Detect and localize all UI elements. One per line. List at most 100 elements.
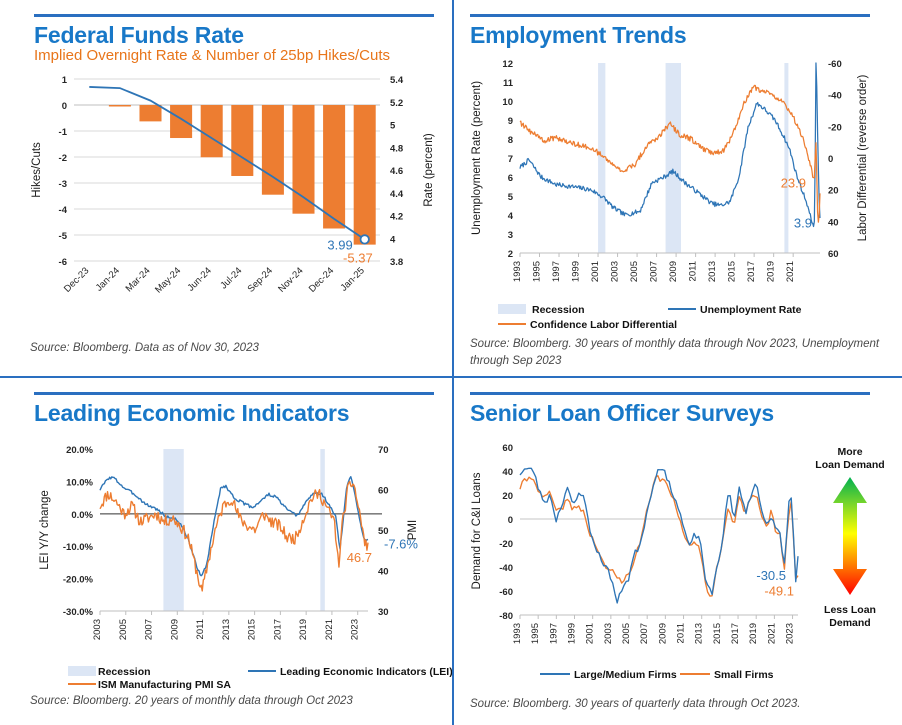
svg-text:-1: -1 [59, 127, 68, 138]
svg-text:60: 60 [502, 443, 513, 454]
svg-text:Recession: Recession [98, 666, 151, 678]
svg-text:Sep-24: Sep-24 [246, 265, 275, 294]
svg-text:Demand: Demand [829, 617, 870, 629]
svg-text:Leading Economic Indicators (L: Leading Economic Indicators (LEI) [280, 666, 453, 678]
svg-text:2013: 2013 [221, 619, 232, 640]
svg-text:20: 20 [828, 186, 839, 197]
svg-text:20: 20 [502, 491, 513, 502]
svg-text:Labor Differential (reverse or: Labor Differential (reverse order) [857, 75, 869, 242]
panel-rule [470, 14, 870, 17]
svg-text:30: 30 [378, 607, 389, 618]
source-note: Source: Bloomberg. 30 years of monthly d… [470, 338, 880, 367]
page-title: Federal Funds Rate [34, 22, 244, 48]
svg-text:60: 60 [828, 249, 839, 260]
svg-text:2015: 2015 [727, 261, 738, 282]
svg-text:2019: 2019 [298, 619, 309, 640]
svg-text:Hikes/Cuts: Hikes/Cuts [31, 142, 43, 198]
svg-text:PMI: PMI [407, 520, 419, 540]
svg-text:4.6: 4.6 [390, 166, 403, 177]
svg-text:2017: 2017 [730, 623, 741, 644]
svg-text:10: 10 [502, 97, 513, 108]
svg-text:4.2: 4.2 [390, 211, 403, 222]
chart-employment-trends: 12 11 10 9 8 7 6 5 4 3 2 -60 -40 -20 0 20 40 60 1993 1995 19… [468, 53, 888, 343]
svg-text:2021: 2021 [324, 619, 335, 640]
svg-text:Jan-24: Jan-24 [94, 265, 122, 293]
svg-text:9: 9 [508, 116, 513, 127]
svg-text:Nov-24: Nov-24 [276, 265, 305, 294]
svg-text:1995: 1995 [532, 261, 543, 282]
svg-text:2003: 2003 [610, 261, 621, 282]
svg-text:4.8: 4.8 [390, 143, 403, 154]
svg-text:2011: 2011 [688, 261, 699, 281]
svg-text:3: 3 [508, 230, 513, 241]
svg-text:3.8: 3.8 [390, 257, 403, 268]
svg-text:3.99: 3.99 [327, 237, 352, 252]
panel-rule [470, 392, 870, 395]
svg-text:7: 7 [508, 154, 513, 165]
svg-text:2005: 2005 [118, 619, 129, 640]
svg-text:-3: -3 [59, 179, 67, 190]
svg-text:2019: 2019 [766, 261, 777, 282]
page-title: Leading Economic Indicators [34, 400, 350, 426]
svg-text:2009: 2009 [668, 261, 679, 282]
svg-text:2009: 2009 [657, 623, 668, 644]
svg-text:-30.5: -30.5 [756, 568, 786, 583]
svg-text:2011: 2011 [195, 619, 206, 639]
svg-text:-49.1: -49.1 [764, 584, 794, 599]
svg-text:Large/Medium Firms: Large/Medium Firms [574, 669, 677, 681]
svg-text:2021: 2021 [766, 623, 777, 644]
svg-text:-2: -2 [59, 153, 67, 164]
svg-text:-5.37: -5.37 [343, 250, 373, 265]
svg-text:2013: 2013 [707, 261, 718, 282]
svg-text:2009: 2009 [169, 619, 180, 640]
svg-text:May-24: May-24 [153, 265, 183, 295]
svg-text:40: 40 [828, 217, 839, 228]
svg-text:1993: 1993 [512, 623, 523, 644]
svg-text:2005: 2005 [621, 623, 632, 644]
svg-text:12: 12 [502, 59, 513, 70]
svg-text:Mar-24: Mar-24 [124, 265, 153, 294]
svg-text:-5: -5 [59, 231, 68, 242]
svg-text:1: 1 [62, 75, 68, 86]
svg-text:Small Firms: Small Firms [714, 669, 774, 681]
page-title: Senior Loan Officer Surveys [470, 400, 774, 426]
svg-text:20.0%: 20.0% [66, 445, 93, 456]
svg-text:2015: 2015 [247, 619, 258, 640]
svg-text:70: 70 [378, 445, 389, 456]
svg-text:Rate (percent): Rate (percent) [423, 133, 435, 207]
svg-text:-20: -20 [828, 122, 842, 133]
svg-text:-60: -60 [499, 587, 513, 598]
svg-text:2007: 2007 [639, 623, 650, 644]
svg-text:3.9: 3.9 [794, 216, 812, 231]
chart-leading-economic-indicators: 20.0% 10.0% 0.0% -10.0% -20.0% -30.0% 70 60 50 40… [28, 433, 453, 698]
panel-senior-loan-officer-surveys: Senior Loan Officer Surveys 60 40 20 0 -20 -4… [452, 376, 902, 725]
source-note: Source: Bloomberg. 20 years of monthly d… [30, 695, 353, 707]
svg-text:2019: 2019 [748, 623, 759, 644]
svg-text:1993: 1993 [512, 261, 523, 282]
svg-text:2023: 2023 [350, 619, 361, 640]
svg-text:-80: -80 [499, 611, 513, 622]
svg-text:1997: 1997 [551, 261, 562, 282]
svg-text:2021: 2021 [785, 261, 796, 282]
svg-text:5.4: 5.4 [390, 75, 404, 86]
svg-text:-30.0%: -30.0% [63, 607, 94, 618]
svg-text:5.2: 5.2 [390, 97, 403, 108]
svg-text:4: 4 [390, 234, 396, 245]
svg-text:2003: 2003 [603, 623, 614, 644]
svg-text:Unemployment Rate (percent): Unemployment Rate (percent) [471, 81, 483, 235]
svg-text:2005: 2005 [629, 261, 640, 282]
svg-text:-60: -60 [828, 59, 842, 70]
svg-text:5: 5 [508, 192, 514, 203]
source-note: Source: Bloomberg. Data as of Nov 30, 20… [30, 342, 259, 354]
panel-rule [34, 392, 434, 395]
svg-text:LEI Y/Y change: LEI Y/Y change [39, 490, 51, 570]
svg-text:50: 50 [378, 526, 389, 537]
svg-text:-20: -20 [499, 539, 513, 550]
svg-text:23.9: 23.9 [781, 175, 806, 190]
svg-text:0: 0 [62, 101, 67, 112]
svg-text:2007: 2007 [649, 261, 660, 282]
panel-rule [34, 14, 434, 17]
svg-text:Demand for C&I Loans: Demand for C&I Loans [471, 472, 483, 589]
svg-text:0.0%: 0.0% [71, 510, 93, 521]
